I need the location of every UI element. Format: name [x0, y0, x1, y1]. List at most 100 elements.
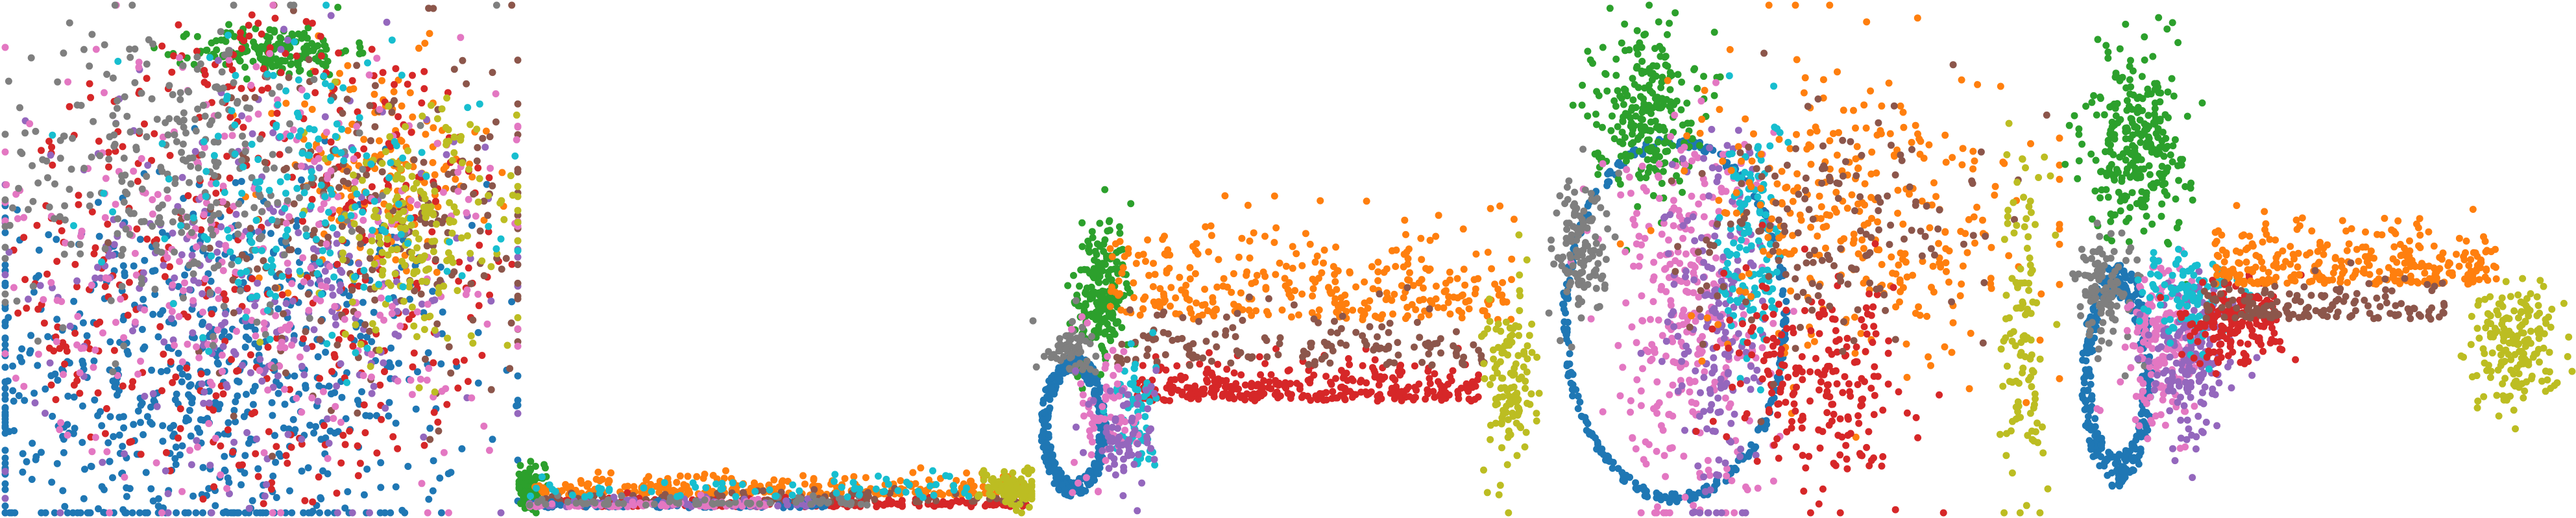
scatter-point — [618, 492, 626, 500]
scatter-point — [810, 476, 818, 484]
scatter-point — [1051, 480, 1058, 487]
scatter-point — [45, 344, 53, 352]
scatter-point — [249, 401, 257, 408]
scatter-point — [221, 189, 228, 196]
scatter-point — [353, 190, 361, 198]
scatter-point — [164, 131, 172, 139]
scatter-point — [526, 465, 534, 473]
scatter-point — [336, 287, 344, 295]
scatter-point — [95, 199, 102, 206]
scatter-point — [1331, 295, 1339, 302]
scatter-point — [1308, 309, 1316, 317]
scatter-point — [424, 301, 431, 308]
scatter-point — [346, 86, 354, 93]
scatter-point — [205, 420, 213, 427]
scatter-point — [192, 509, 200, 517]
scatter-point — [266, 50, 274, 57]
scatter-point — [1460, 265, 1468, 273]
scatter-point — [282, 452, 290, 460]
scatter-point — [463, 80, 470, 88]
scatter-point — [141, 120, 148, 128]
scatter-point — [1056, 347, 1064, 354]
scatter-point — [693, 473, 701, 480]
scatter-point — [310, 227, 318, 234]
scatter-point — [1, 148, 9, 156]
scatter-point — [229, 448, 237, 456]
scatter-point — [38, 147, 45, 154]
scatter-point — [10, 427, 18, 434]
scatter-point — [300, 189, 308, 197]
scatter-point — [514, 261, 522, 269]
scatter-point — [420, 158, 428, 166]
scatter-point — [95, 232, 103, 240]
scatter-point — [392, 483, 400, 491]
scatter-point — [1172, 294, 1180, 302]
scatter-point — [772, 493, 779, 500]
scatter-point — [136, 509, 143, 517]
scatter-point — [511, 152, 519, 160]
scatter-point — [376, 381, 384, 389]
scatter-point — [1040, 352, 1048, 360]
scatter-point — [193, 47, 200, 55]
scatter-point — [386, 133, 394, 141]
scatter-point — [88, 448, 96, 456]
scatter-point — [39, 156, 47, 164]
scatter-point — [1426, 236, 1434, 244]
scatter-point — [322, 45, 330, 53]
scatter-point — [175, 282, 182, 290]
scatter-point — [377, 294, 385, 302]
scatter-point — [417, 188, 424, 195]
scatter-point — [129, 327, 136, 335]
scatter-point — [605, 487, 613, 495]
scatter-point — [729, 479, 736, 487]
scatter-point — [103, 448, 111, 456]
scatter-point — [197, 416, 204, 424]
scatter-point — [284, 460, 291, 467]
scatter-point — [187, 381, 195, 389]
scatter-point — [218, 68, 226, 76]
scatter-point — [1056, 340, 1064, 348]
scatter-point — [288, 280, 296, 288]
scatter-point — [320, 422, 328, 430]
scatter-point — [584, 480, 592, 487]
scatter-point — [701, 471, 709, 478]
scatter-point — [310, 245, 317, 253]
scatter-point — [232, 179, 239, 186]
scatter-point — [526, 501, 533, 509]
scatter-point — [203, 46, 211, 54]
scatter-point — [175, 313, 183, 321]
scatter-point — [214, 132, 222, 140]
scatter-point — [93, 320, 101, 328]
scatter-point — [134, 370, 142, 378]
scatter-point — [481, 143, 489, 151]
scatter-point — [871, 495, 879, 503]
scatter-point — [16, 104, 23, 112]
scatter-point — [1078, 219, 1086, 227]
scatter-point — [1097, 267, 1104, 274]
scatter-point — [1096, 243, 1104, 250]
scatter-point — [58, 227, 66, 234]
scatter-point — [158, 140, 166, 147]
scatter-point — [387, 344, 395, 352]
scatter-point — [410, 156, 418, 164]
scatter-point — [118, 177, 126, 185]
scatter-point — [322, 129, 330, 136]
scatter-point — [1295, 311, 1302, 319]
scatter-point — [1173, 362, 1181, 370]
scatter-point — [1412, 306, 1420, 314]
scatter-point — [319, 247, 326, 254]
scatter-point — [321, 267, 329, 275]
scatter-point — [467, 332, 475, 339]
scatter-point — [1, 350, 9, 358]
scatter-point — [410, 322, 418, 330]
scatter-point — [180, 116, 188, 124]
scatter-point — [171, 180, 179, 188]
scatter-point — [266, 336, 274, 343]
scatter-point — [1309, 275, 1317, 283]
scatter-point — [308, 19, 316, 27]
scatter-point — [212, 180, 220, 188]
scatter-point — [180, 287, 187, 295]
scatter-point — [217, 28, 225, 36]
scatter-point — [368, 373, 375, 381]
scatter-point — [147, 403, 154, 411]
